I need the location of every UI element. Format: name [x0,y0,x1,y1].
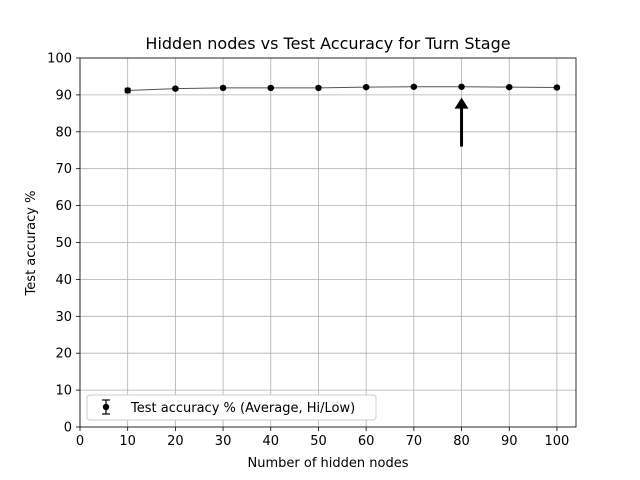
legend-frame [86,394,377,421]
y-tick-label: 40 [55,273,72,288]
x-tick-label: 60 [358,434,375,449]
data-point [267,84,274,92]
x-tick-label: 100 [545,434,570,449]
data-point [315,84,322,92]
chart-title: Hidden nodes vs Test Accuracy for Turn S… [145,34,510,53]
x-tick-label: 50 [310,434,327,449]
legend-label: Test accuracy % (Average, Hi/Low) [130,401,355,416]
x-tick-label: 70 [406,434,423,449]
data-point [553,84,561,91]
y-tick-label: 50 [55,236,72,251]
x-tick-label: 40 [262,434,279,449]
y-tick-label: 60 [55,199,72,214]
series-line [127,86,557,91]
annotation-layer [454,97,469,147]
y-axis-label: Test accuracy % [24,191,39,297]
annotation-arrow-head [454,97,469,109]
y-tick-label: 0 [64,421,72,436]
data-point [506,83,513,91]
x-tick-label: 20 [167,434,184,449]
x-tick-label: 10 [119,434,136,449]
y-tick-label: 90 [55,88,72,103]
data-point [362,83,370,91]
y-tick-label: 70 [55,162,72,177]
y-tick-label: 20 [55,347,72,362]
y-tick-label: 10 [55,384,72,399]
legend: Test accuracy % (Average, Hi/Low) [86,394,377,421]
y-tick-label: 30 [55,310,72,325]
y-axis-ticks: 0 10 20 30 40 50 60 70 80 90 100 [47,52,80,436]
x-tick-label: 0 [76,434,84,449]
data-point [124,87,131,94]
y-tick-label: 80 [55,125,72,140]
x-tick-label: 80 [453,434,470,449]
legend-marker-icon [102,403,110,411]
x-axis-ticks: 0 10 20 30 40 50 60 70 80 90 100 [76,427,569,449]
x-tick-label: 90 [501,434,518,449]
y-tick-label: 100 [47,52,72,67]
data-point [410,83,418,90]
series-layer [124,83,561,94]
data-point [219,84,227,92]
x-axis-label: Number of hidden nodes [248,456,409,471]
data-point [458,83,465,90]
data-point [172,85,179,92]
x-tick-label: 30 [215,434,232,449]
